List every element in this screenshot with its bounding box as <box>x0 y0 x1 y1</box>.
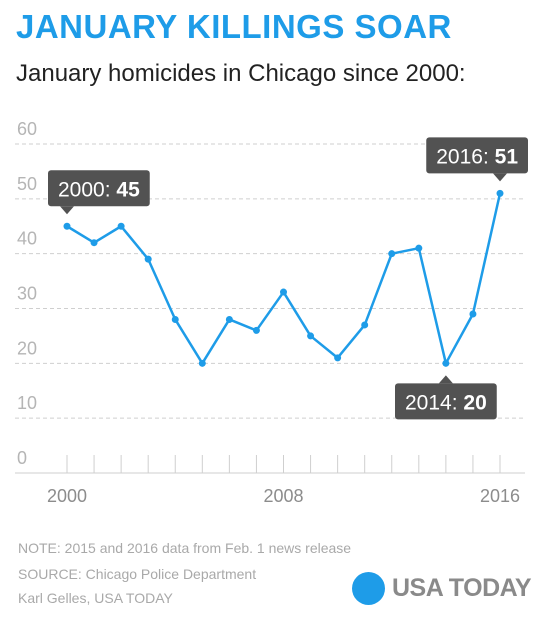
data-point-2001 <box>90 239 98 247</box>
y-tick-label-0: 0 <box>17 448 27 468</box>
callout-text-2014: 2014: 20 <box>405 391 487 414</box>
callout-2016: 2016: 51 <box>426 137 528 182</box>
chart-title: JANUARY KILLINGS SOAR <box>16 8 452 45</box>
data-point-2012 <box>388 250 396 258</box>
usa-today-logo: USA TODAY <box>352 571 532 605</box>
data-point-2008 <box>280 288 287 296</box>
callout-box-2014 <box>395 383 497 420</box>
credit-line: Karl Gelles, USA TODAY <box>18 590 173 606</box>
callout-value-2014: 20 <box>463 391 486 414</box>
y-tick-label-20: 20 <box>17 338 37 358</box>
y-tick-label-50: 50 <box>17 174 37 194</box>
data-point-2013 <box>415 244 423 252</box>
footnote: NOTE: 2015 and 2016 data from Feb. 1 new… <box>18 540 352 556</box>
y-tick-label-10: 10 <box>17 393 37 413</box>
callout-pointer-2014 <box>438 375 453 384</box>
callout-year-2014: 2014: <box>405 391 463 414</box>
data-point-2007 <box>252 326 260 334</box>
callout-pointer-2000 <box>60 206 74 215</box>
callout-pointer-2016 <box>493 173 507 182</box>
callout-text-2016: 2016: 51 <box>436 145 518 168</box>
data-point-2000 <box>63 222 71 230</box>
callout-2000: 2000: 45 <box>48 170 150 215</box>
data-point-2004 <box>171 315 179 323</box>
data-point-2011 <box>361 321 369 329</box>
data-point-2005 <box>198 359 206 367</box>
logo-text: USA TODAY <box>392 573 532 602</box>
x-tick-label-2016: 2016 <box>480 486 520 506</box>
logo-dot-icon <box>352 571 385 605</box>
data-point-2010 <box>334 354 342 362</box>
callout-value-2016: 51 <box>495 145 519 168</box>
callout-year-2000: 2000: <box>58 178 116 201</box>
data-point-2009 <box>307 332 315 340</box>
callout-year-2016: 2016: <box>436 145 494 168</box>
data-point-2016 <box>496 189 504 197</box>
source-line: SOURCE: Chicago Police Department <box>18 566 257 582</box>
series-line <box>66 193 502 365</box>
callout-value-2000: 45 <box>116 178 140 201</box>
chart-subtitle: January homicides in Chicago since 2000: <box>16 60 466 87</box>
x-tick-label-2008: 2008 <box>263 486 303 506</box>
data-point-2015 <box>469 310 477 318</box>
y-tick-label-40: 40 <box>17 229 37 249</box>
callout-text-2000: 2000: 45 <box>58 178 140 201</box>
data-point-2014 <box>442 359 450 367</box>
data-point-2002 <box>117 222 125 230</box>
x-tick-label-2000: 2000 <box>47 486 87 506</box>
line-chart: 0 10 20 30 40 50 60 2000 2008 2016 2000: 45 2014: 2… <box>15 119 528 506</box>
callout-2014: 2014: 20 <box>395 375 497 420</box>
y-tick-label-30: 30 <box>17 284 37 304</box>
callout-box-2016 <box>426 137 528 174</box>
data-point-2006 <box>225 315 233 323</box>
callout-box-2000 <box>48 170 150 207</box>
y-tick-label-60: 60 <box>17 119 37 139</box>
data-point-2003 <box>144 255 152 263</box>
